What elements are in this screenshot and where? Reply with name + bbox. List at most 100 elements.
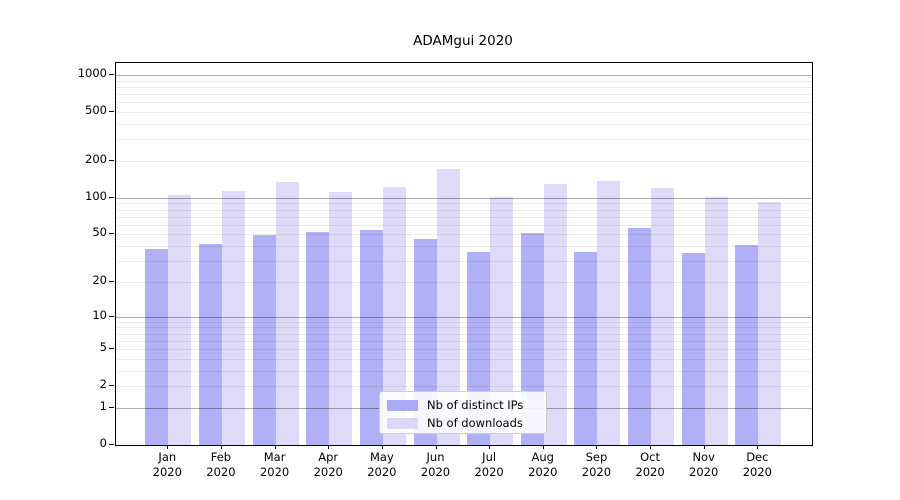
y-tick — [109, 160, 114, 162]
x-tick — [489, 445, 491, 449]
bar-downloads — [221, 191, 245, 445]
x-tick — [703, 445, 705, 449]
x-tick-label-year: 2020 — [152, 465, 182, 479]
y-tick — [109, 280, 114, 282]
x-tick-label-year: 2020 — [528, 465, 558, 479]
bar-distinct-ips — [681, 253, 705, 445]
y-tick — [109, 233, 114, 235]
y-tick — [109, 111, 114, 113]
x-tick-label: Nov 2020 — [672, 450, 736, 480]
bar-downloads — [275, 181, 299, 445]
bar-downloads — [490, 196, 514, 445]
x-tick-label-month: Jan — [158, 450, 177, 464]
y-tick — [109, 348, 114, 350]
x-tick-label: Oct 2020 — [618, 450, 682, 480]
bar-distinct-ips — [145, 248, 169, 445]
x-tick-label-year: 2020 — [367, 465, 397, 479]
y-tick-label: 10 — [92, 307, 107, 322]
y-tick-label: 100 — [85, 188, 107, 203]
y-tick-label: 0 — [99, 436, 107, 450]
legend-entry-distinct-ips: Nb of distinct IPs — [380, 396, 546, 414]
x-tick-label-month: May — [369, 450, 394, 464]
bar-downloads — [168, 195, 192, 445]
x-tick-label-month: Aug — [531, 450, 554, 464]
x-tick-label: Sep 2020 — [564, 450, 628, 480]
y-tick-label: 50 — [92, 225, 107, 240]
x-tick — [167, 445, 169, 449]
x-tick-label-month: Oct — [640, 450, 660, 464]
x-tick-label-year: 2020 — [742, 465, 772, 479]
legend-swatch-distinct-ips — [387, 399, 418, 411]
x-tick-label: Aug 2020 — [511, 450, 575, 480]
y-tick — [109, 315, 114, 317]
x-tick-label-year: 2020 — [313, 465, 343, 479]
x-tick-label: Feb 2020 — [189, 450, 253, 480]
x-tick-label: May 2020 — [350, 450, 414, 480]
legend-label-downloads: Nb of downloads — [427, 416, 523, 430]
plot-area: Nb of distinct IPs Nb of downloads — [115, 62, 813, 446]
x-tick-label-month: Dec — [746, 450, 769, 464]
x-tick-label-month: Sep — [585, 450, 608, 464]
x-tick-label-month: Jul — [482, 450, 497, 464]
bar-distinct-ips — [252, 234, 276, 445]
y-tick-label: 1000 — [77, 66, 107, 81]
y-tick-label: 500 — [85, 103, 107, 118]
x-tick — [274, 445, 276, 449]
chart-title: ADAMgui 2020 — [413, 33, 513, 49]
bar-downloads — [382, 187, 406, 445]
bar-downloads — [704, 197, 728, 445]
bar-downloads — [329, 191, 353, 445]
bar-distinct-ips — [574, 251, 598, 445]
x-tick — [328, 445, 330, 449]
y-tick-label: 20 — [92, 272, 107, 287]
y-tick — [109, 406, 114, 408]
bar-distinct-ips — [306, 232, 330, 445]
x-tick-label-year: 2020 — [635, 465, 665, 479]
x-tick-label-year: 2020 — [420, 465, 451, 479]
x-tick-label: Mar 2020 — [243, 450, 307, 480]
x-tick — [596, 445, 598, 449]
x-tick — [542, 445, 544, 449]
x-tick-label-year: 2020 — [259, 465, 290, 479]
x-tick-label: Jun 2020 — [404, 450, 468, 480]
legend-label-distinct-ips: Nb of distinct IPs — [427, 398, 524, 412]
x-tick — [650, 445, 652, 449]
x-tick — [435, 445, 437, 449]
x-tick-label-month: Feb — [210, 450, 232, 464]
x-tick — [757, 445, 759, 449]
bar-distinct-ips — [359, 230, 383, 445]
y-tick — [109, 74, 114, 76]
x-tick-label-year: 2020 — [581, 465, 612, 479]
bar-downloads — [651, 187, 675, 445]
bar-distinct-ips — [735, 244, 759, 445]
x-tick — [381, 445, 383, 449]
bar-distinct-ips — [198, 243, 222, 445]
x-tick-label-month: Apr — [318, 450, 339, 464]
bars-layer — [116, 63, 812, 445]
x-tick-label: Dec 2020 — [725, 450, 789, 480]
x-tick-label: Apr 2020 — [296, 450, 360, 480]
y-tick-label: 1 — [99, 398, 107, 413]
y-tick-label: 2 — [99, 377, 107, 392]
x-tick-label-year: 2020 — [474, 465, 504, 479]
legend: Nb of distinct IPs Nb of downloads — [379, 391, 547, 434]
y-tick — [109, 196, 114, 198]
y-tick-label: 5 — [99, 340, 107, 355]
y-tick — [109, 444, 114, 445]
x-tick-label: Jul 2020 — [457, 450, 521, 480]
x-tick-label: Jan 2020 — [135, 450, 199, 480]
y-tick — [109, 385, 114, 387]
bar-downloads — [597, 180, 621, 445]
x-tick-label-month: Nov — [692, 450, 715, 464]
bar-distinct-ips — [628, 227, 652, 445]
x-tick-label-month: Jun — [426, 450, 445, 464]
bar-downloads — [543, 183, 567, 445]
x-tick — [220, 445, 222, 449]
legend-entry-downloads: Nb of downloads — [380, 414, 546, 432]
y-tick-label: 200 — [85, 152, 107, 167]
x-tick-label-year: 2020 — [689, 465, 719, 479]
legend-swatch-downloads — [387, 417, 418, 429]
bar-downloads — [436, 169, 460, 445]
x-tick-label-month: Mar — [263, 450, 286, 464]
